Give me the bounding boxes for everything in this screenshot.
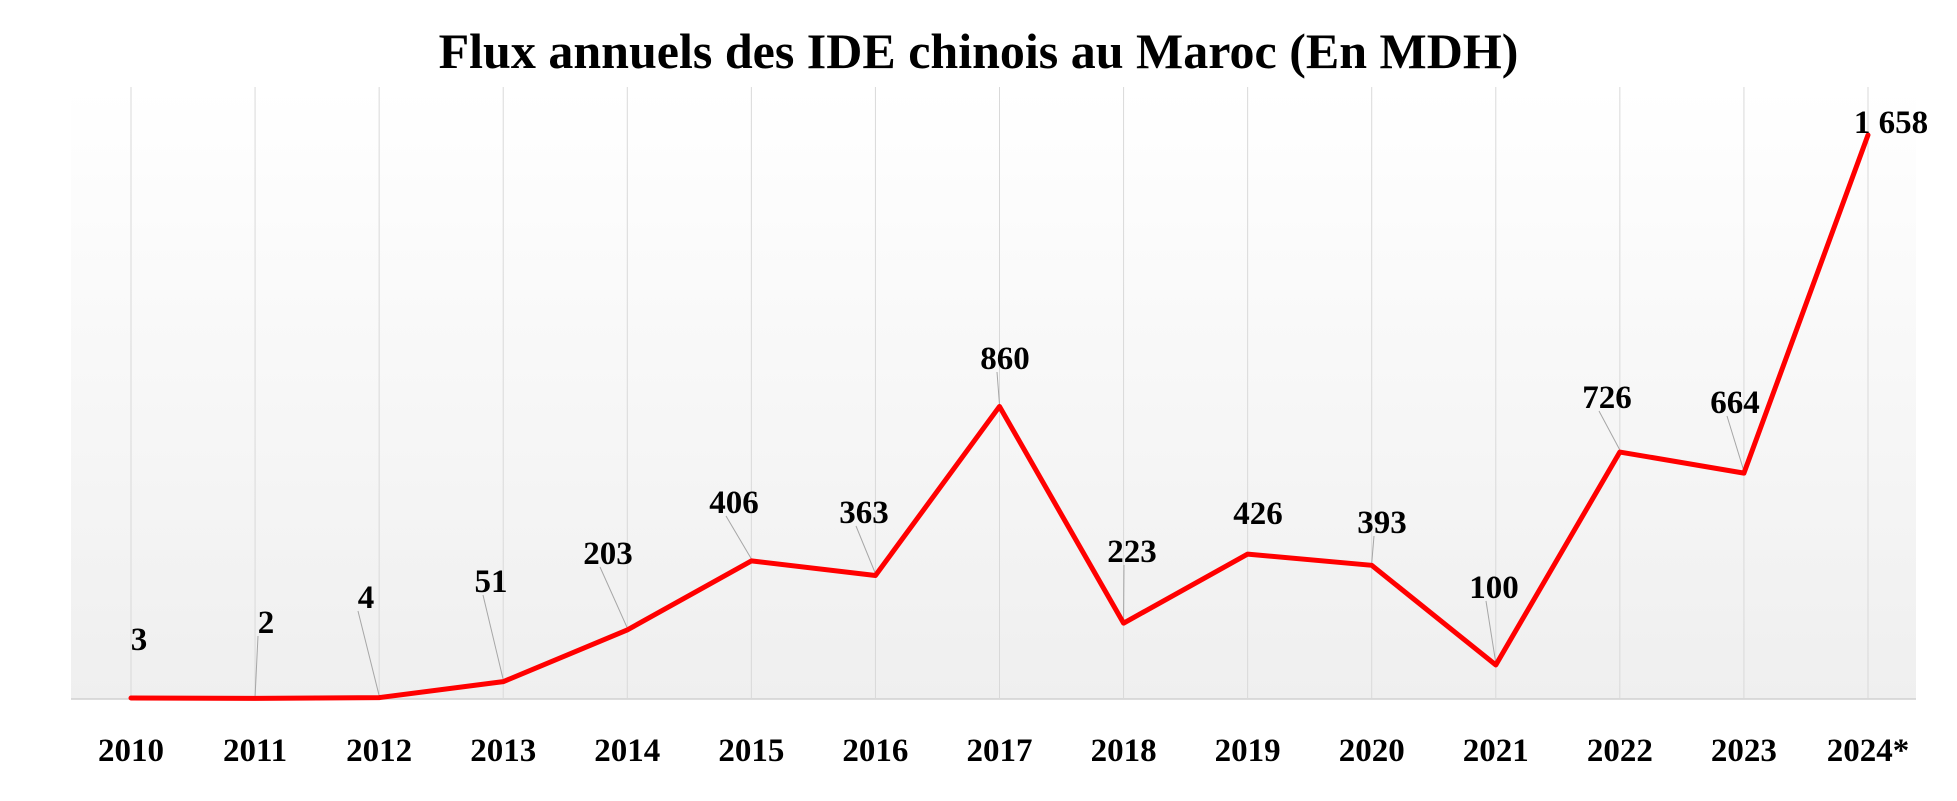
data-label: 664: [1710, 385, 1760, 421]
data-label: 1 658: [1854, 105, 1928, 141]
x-tick-label: 2010: [98, 733, 164, 769]
data-label: 363: [839, 495, 889, 531]
data-label: 406: [709, 485, 759, 521]
leader-line: [599, 566, 628, 629]
leader-line: [1485, 600, 1497, 664]
plot-area: [71, 87, 1916, 699]
leader-line: [254, 635, 259, 697]
x-tick-label: 2022: [1587, 733, 1653, 769]
x-tick-label: 2016: [842, 733, 908, 769]
data-label: 2: [258, 605, 275, 641]
data-label: 100: [1469, 570, 1519, 606]
leader-line: [1598, 410, 1621, 451]
x-tick-label: 2020: [1339, 733, 1405, 769]
data-label: 393: [1357, 505, 1407, 541]
x-tick-label: 2012: [346, 733, 412, 769]
leader-line: [1726, 415, 1745, 472]
data-label: 3: [131, 622, 148, 658]
x-tick-label: 2015: [718, 733, 784, 769]
data-label: 203: [583, 536, 633, 572]
x-tick-label: 2021: [1463, 733, 1529, 769]
data-label: 860: [980, 341, 1030, 377]
data-label: 426: [1233, 496, 1283, 532]
data-label: 726: [1582, 380, 1632, 416]
x-tick-label: 2013: [470, 733, 536, 769]
leader-line: [1371, 535, 1375, 564]
x-tick-label: 2017: [967, 733, 1033, 769]
chart-title: Flux annuels des IDE chinois au Maroc (E…: [438, 23, 1519, 79]
leader-line: [482, 594, 504, 680]
leader-line: [855, 525, 876, 574]
data-label: 223: [1107, 534, 1157, 570]
leader-line: [996, 371, 1000, 405]
leader-line: [357, 610, 380, 696]
x-tick-label: 2019: [1215, 733, 1281, 769]
data-label: 4: [358, 580, 375, 616]
data-label: 51: [475, 564, 508, 600]
x-tick-label: 2011: [223, 733, 287, 769]
x-tick-label: 2023: [1711, 733, 1777, 769]
x-tick-label: 2018: [1091, 733, 1157, 769]
x-tick-label: 2014: [594, 733, 660, 769]
x-tick-label: 2024*: [1827, 733, 1910, 769]
leader-line: [725, 515, 752, 560]
